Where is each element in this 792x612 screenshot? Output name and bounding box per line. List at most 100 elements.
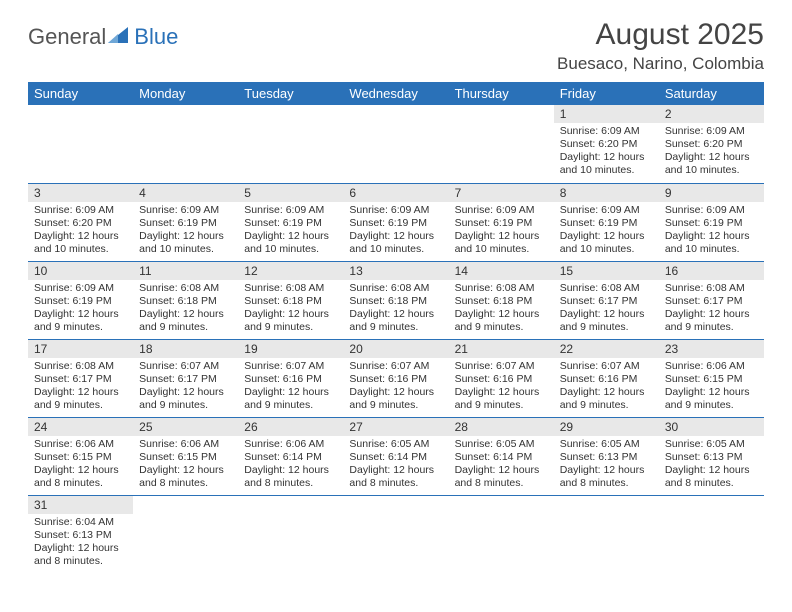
day-detail-line: Daylight: 12 hours — [34, 386, 127, 399]
day-number: 16 — [659, 262, 764, 280]
calendar-week-row: 3Sunrise: 6:09 AMSunset: 6:20 PMDaylight… — [28, 183, 764, 261]
day-detail-line: Sunset: 6:20 PM — [665, 138, 758, 151]
calendar-cell — [238, 105, 343, 183]
day-details: Sunrise: 6:07 AMSunset: 6:16 PMDaylight:… — [554, 358, 659, 417]
calendar-cell — [659, 495, 764, 573]
location: Buesaco, Narino, Colombia — [557, 54, 764, 74]
day-detail-line: Daylight: 12 hours — [455, 230, 548, 243]
day-detail-line: and 9 minutes. — [34, 399, 127, 412]
day-detail-line: Daylight: 12 hours — [560, 308, 653, 321]
day-detail-line: and 10 minutes. — [349, 243, 442, 256]
calendar-body: 1Sunrise: 6:09 AMSunset: 6:20 PMDaylight… — [28, 105, 764, 573]
day-details: Sunrise: 6:05 AMSunset: 6:14 PMDaylight:… — [449, 436, 554, 495]
day-detail-line: and 9 minutes. — [34, 321, 127, 334]
day-number: 18 — [133, 340, 238, 358]
day-detail-line: Sunrise: 6:07 AM — [349, 360, 442, 373]
day-details: Sunrise: 6:06 AMSunset: 6:15 PMDaylight:… — [659, 358, 764, 417]
day-number: 25 — [133, 418, 238, 436]
day-detail-line: Sunset: 6:20 PM — [34, 217, 127, 230]
day-detail-line: Sunrise: 6:08 AM — [244, 282, 337, 295]
day-details: Sunrise: 6:08 AMSunset: 6:17 PMDaylight:… — [554, 280, 659, 339]
day-details: Sunrise: 6:08 AMSunset: 6:18 PMDaylight:… — [449, 280, 554, 339]
logo-text-blue: Blue — [134, 24, 178, 50]
day-detail-line: Daylight: 12 hours — [34, 308, 127, 321]
calendar-cell: 10Sunrise: 6:09 AMSunset: 6:19 PMDayligh… — [28, 261, 133, 339]
day-detail-line: Daylight: 12 hours — [560, 464, 653, 477]
day-details: Sunrise: 6:06 AMSunset: 6:15 PMDaylight:… — [133, 436, 238, 495]
day-detail-line: and 9 minutes. — [244, 399, 337, 412]
day-detail-line: Sunrise: 6:07 AM — [455, 360, 548, 373]
day-detail-line: Sunset: 6:19 PM — [455, 217, 548, 230]
day-detail-line: Sunset: 6:14 PM — [349, 451, 442, 464]
day-detail-line: and 10 minutes. — [139, 243, 232, 256]
calendar-cell: 7Sunrise: 6:09 AMSunset: 6:19 PMDaylight… — [449, 183, 554, 261]
day-details: Sunrise: 6:09 AMSunset: 6:19 PMDaylight:… — [133, 202, 238, 261]
day-detail-line: Daylight: 12 hours — [34, 464, 127, 477]
day-number — [659, 496, 764, 500]
calendar-head: SundayMondayTuesdayWednesdayThursdayFrid… — [28, 82, 764, 105]
day-detail-line: and 10 minutes. — [244, 243, 337, 256]
day-details: Sunrise: 6:08 AMSunset: 6:18 PMDaylight:… — [343, 280, 448, 339]
calendar-cell: 24Sunrise: 6:06 AMSunset: 6:15 PMDayligh… — [28, 417, 133, 495]
calendar-cell — [449, 495, 554, 573]
day-detail-line: Sunrise: 6:06 AM — [665, 360, 758, 373]
day-detail-line: Sunset: 6:20 PM — [560, 138, 653, 151]
day-detail-line: Sunrise: 6:09 AM — [34, 204, 127, 217]
day-detail-line: Sunset: 6:19 PM — [139, 217, 232, 230]
day-details: Sunrise: 6:09 AMSunset: 6:20 PMDaylight:… — [28, 202, 133, 261]
day-detail-line: Sunset: 6:15 PM — [34, 451, 127, 464]
day-details: Sunrise: 6:05 AMSunset: 6:13 PMDaylight:… — [659, 436, 764, 495]
day-detail-line: Sunrise: 6:05 AM — [455, 438, 548, 451]
day-number — [28, 105, 133, 109]
day-number — [238, 496, 343, 500]
calendar-cell: 29Sunrise: 6:05 AMSunset: 6:13 PMDayligh… — [554, 417, 659, 495]
day-details: Sunrise: 6:08 AMSunset: 6:17 PMDaylight:… — [659, 280, 764, 339]
day-detail-line: and 8 minutes. — [665, 477, 758, 490]
calendar-cell: 12Sunrise: 6:08 AMSunset: 6:18 PMDayligh… — [238, 261, 343, 339]
day-detail-line: Sunrise: 6:04 AM — [34, 516, 127, 529]
day-detail-line: and 9 minutes. — [244, 321, 337, 334]
calendar-cell: 13Sunrise: 6:08 AMSunset: 6:18 PMDayligh… — [343, 261, 448, 339]
logo-sail-icon — [106, 25, 130, 50]
day-detail-line: Sunrise: 6:09 AM — [560, 125, 653, 138]
day-number: 17 — [28, 340, 133, 358]
day-detail-line: and 10 minutes. — [560, 243, 653, 256]
day-details: Sunrise: 6:08 AMSunset: 6:18 PMDaylight:… — [133, 280, 238, 339]
day-detail-line: and 9 minutes. — [349, 321, 442, 334]
day-detail-line: Daylight: 12 hours — [455, 308, 548, 321]
day-detail-line: Daylight: 12 hours — [665, 308, 758, 321]
day-details: Sunrise: 6:06 AMSunset: 6:14 PMDaylight:… — [238, 436, 343, 495]
calendar-cell: 28Sunrise: 6:05 AMSunset: 6:14 PMDayligh… — [449, 417, 554, 495]
day-detail-line: Daylight: 12 hours — [349, 464, 442, 477]
day-details: Sunrise: 6:06 AMSunset: 6:15 PMDaylight:… — [28, 436, 133, 495]
calendar-cell: 21Sunrise: 6:07 AMSunset: 6:16 PMDayligh… — [449, 339, 554, 417]
calendar-cell: 18Sunrise: 6:07 AMSunset: 6:17 PMDayligh… — [133, 339, 238, 417]
calendar-table: SundayMondayTuesdayWednesdayThursdayFrid… — [28, 82, 764, 573]
day-detail-line: Sunset: 6:17 PM — [34, 373, 127, 386]
day-detail-line: Daylight: 12 hours — [244, 386, 337, 399]
day-details: Sunrise: 6:07 AMSunset: 6:16 PMDaylight:… — [238, 358, 343, 417]
day-detail-line: Daylight: 12 hours — [244, 308, 337, 321]
day-detail-line: Sunset: 6:18 PM — [139, 295, 232, 308]
day-details: Sunrise: 6:07 AMSunset: 6:16 PMDaylight:… — [449, 358, 554, 417]
day-detail-line: Sunset: 6:18 PM — [244, 295, 337, 308]
day-detail-line: Daylight: 12 hours — [139, 386, 232, 399]
day-detail-line: and 8 minutes. — [244, 477, 337, 490]
day-detail-line: Sunrise: 6:09 AM — [455, 204, 548, 217]
day-details: Sunrise: 6:09 AMSunset: 6:19 PMDaylight:… — [659, 202, 764, 261]
calendar-cell — [343, 105, 448, 183]
day-detail-line: Daylight: 12 hours — [349, 386, 442, 399]
logo: General Blue — [28, 24, 178, 50]
day-detail-line: Sunset: 6:15 PM — [139, 451, 232, 464]
day-detail-line: Daylight: 12 hours — [349, 230, 442, 243]
day-detail-line: and 9 minutes. — [139, 321, 232, 334]
day-number — [343, 105, 448, 109]
day-detail-line: Daylight: 12 hours — [139, 464, 232, 477]
day-detail-line: Daylight: 12 hours — [244, 464, 337, 477]
calendar-cell: 23Sunrise: 6:06 AMSunset: 6:15 PMDayligh… — [659, 339, 764, 417]
header: General Blue August 2025 Buesaco, Narino… — [28, 18, 764, 74]
day-detail-line: and 8 minutes. — [455, 477, 548, 490]
day-detail-line: and 8 minutes. — [349, 477, 442, 490]
calendar-week-row: 31Sunrise: 6:04 AMSunset: 6:13 PMDayligh… — [28, 495, 764, 573]
day-detail-line: Sunset: 6:17 PM — [139, 373, 232, 386]
